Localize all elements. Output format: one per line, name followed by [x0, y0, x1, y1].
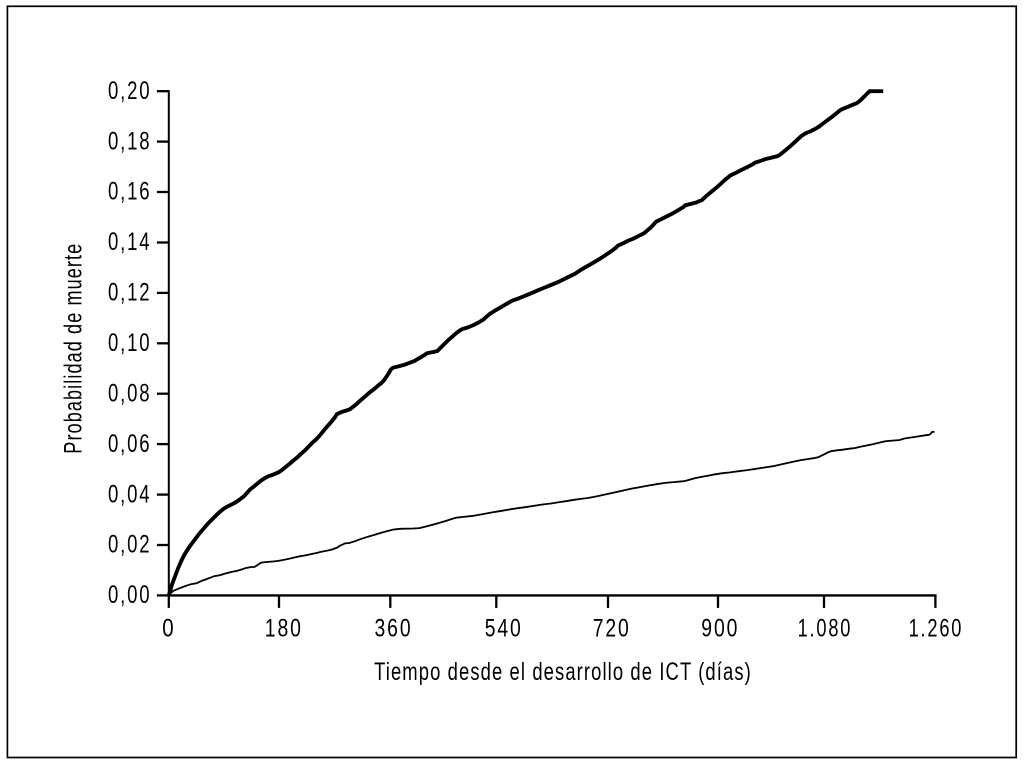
svg-text:720: 720 [593, 615, 631, 643]
svg-text:900: 900 [701, 615, 739, 643]
svg-text:0,12: 0,12 [108, 279, 151, 307]
svg-text:0,10: 0,10 [108, 329, 151, 357]
svg-text:0,06: 0,06 [108, 430, 151, 458]
svg-text:0,18: 0,18 [108, 127, 151, 155]
svg-text:0,02: 0,02 [108, 531, 151, 559]
svg-text:0: 0 [162, 615, 175, 643]
svg-text:Probabilidad de muerte: Probabilidad de muerte [59, 243, 87, 454]
svg-text:0,04: 0,04 [108, 480, 151, 508]
svg-text:Tiempo desde el desarrollo de: Tiempo desde el desarrollo de ICT (días) [374, 658, 752, 686]
svg-text:0,16: 0,16 [108, 178, 151, 206]
svg-text:0,20: 0,20 [108, 77, 151, 105]
svg-text:0,08: 0,08 [108, 379, 151, 407]
svg-text:360: 360 [375, 615, 413, 643]
svg-text:1.080: 1.080 [798, 615, 853, 643]
svg-text:540: 540 [485, 615, 523, 643]
svg-text:1.260: 1.260 [909, 615, 964, 643]
svg-text:0,14: 0,14 [108, 228, 151, 256]
svg-text:180: 180 [265, 615, 303, 643]
svg-text:0,00: 0,00 [108, 581, 151, 609]
